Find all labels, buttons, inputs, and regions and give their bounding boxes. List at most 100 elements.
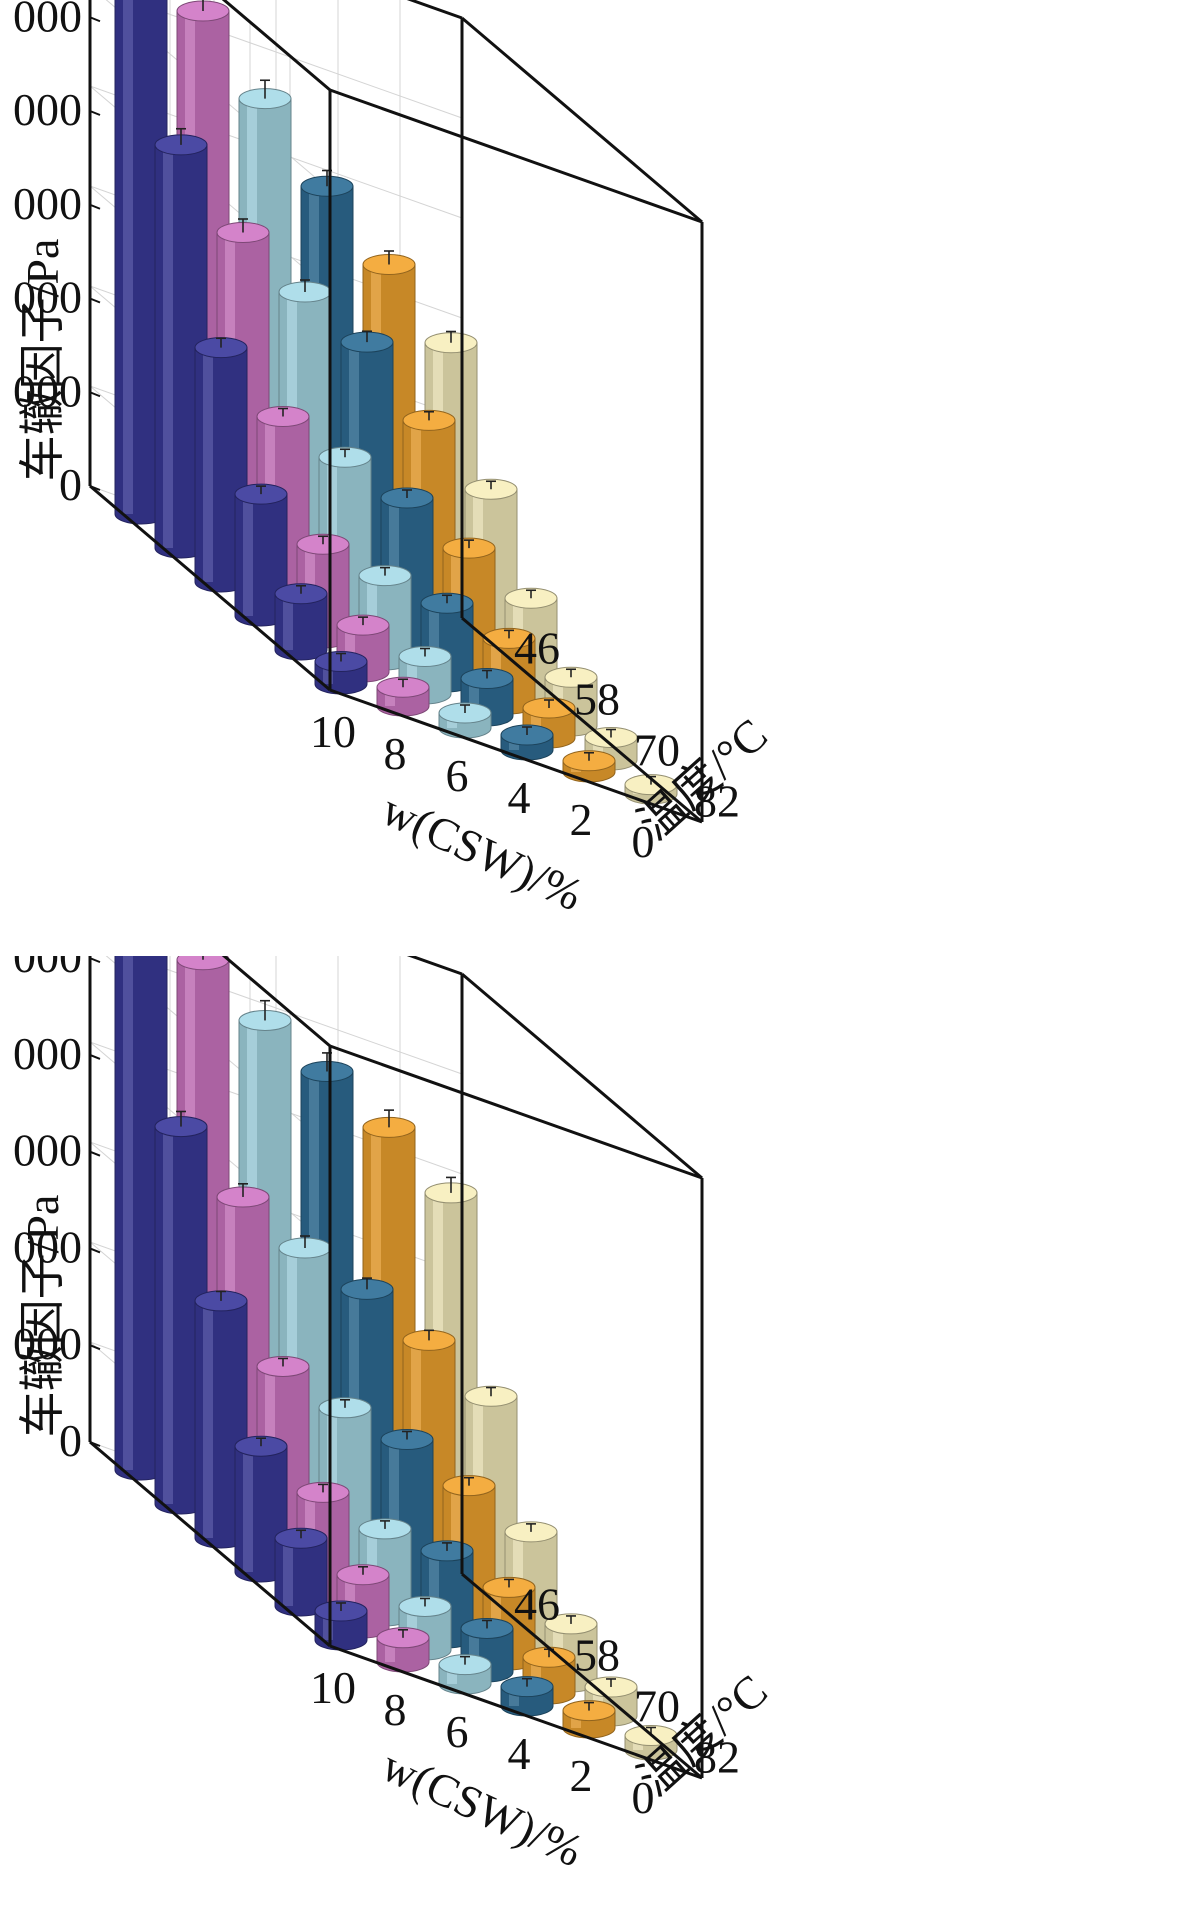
bar-highlight (531, 708, 541, 738)
temp-tick-label: 46 (514, 623, 560, 674)
z-axis-title: 车辙因子/Pa (17, 1195, 68, 1438)
bar (500, 1676, 554, 1717)
bar-top (234, 1435, 288, 1457)
bar-highlight (509, 1686, 519, 1706)
bar-highlight (283, 593, 293, 650)
axis-line (461, 972, 703, 1180)
z-tick (89, 1053, 101, 1060)
z-tick (89, 110, 101, 116)
bar-highlight (447, 1664, 457, 1684)
bar-highlight (429, 603, 439, 682)
bar-highlight (345, 625, 355, 672)
z-tick-label: 15 000 (0, 178, 82, 229)
axis-line (461, 1572, 703, 1780)
bar (376, 1627, 430, 1673)
bar (274, 1527, 328, 1617)
bar (314, 651, 368, 695)
bar-highlight (163, 1126, 173, 1504)
axis-line (329, 88, 703, 224)
bar-top (398, 1595, 452, 1617)
temp-tick-label: 70 (634, 725, 680, 776)
bar-highlight (385, 1637, 395, 1662)
z-tick (89, 16, 101, 23)
bar-highlight (123, 0, 133, 514)
z-tick-label: 40 000 (0, 1028, 82, 1079)
bar-top (314, 1600, 368, 1622)
bar-highlight (123, 956, 133, 1470)
z-tick-label: 10 000 (0, 1318, 82, 1369)
temp-tick-label: 70 (634, 1681, 680, 1732)
bar-highlight (385, 687, 395, 706)
bar-highlight (243, 1446, 253, 1572)
bar (438, 1654, 492, 1695)
z-tick (89, 203, 101, 210)
z-tick-label: 20 000 (0, 84, 82, 135)
z-tick-label: 25 000 (0, 0, 82, 41)
axis-line (461, 616, 703, 824)
axis-line (461, 16, 703, 224)
axis-line (329, 1044, 703, 1180)
x-tick-label: 6 (446, 1706, 469, 1757)
axis-box (88, 0, 704, 824)
z-tick (89, 1247, 101, 1254)
axis-line (221, 956, 331, 1048)
x-tick-label: 10 (310, 1662, 356, 1713)
bar (314, 1600, 368, 1651)
z-tick (89, 1344, 101, 1351)
bar (234, 1435, 288, 1583)
bars (114, 956, 678, 1761)
bar-highlight (323, 1610, 333, 1640)
bar (562, 750, 616, 783)
z-tick (89, 1150, 101, 1157)
bar-top (544, 1613, 598, 1635)
bar-highlight (283, 1538, 293, 1606)
bar (154, 1110, 208, 1515)
z-tick (89, 391, 101, 398)
x-tick-label: 4 (508, 1728, 531, 1779)
bar-top (460, 1617, 514, 1639)
x-tick-label: 0 (632, 816, 655, 867)
z-tick-label: 10 000 (0, 272, 82, 323)
x-tick-label: 8 (384, 728, 407, 779)
bar (376, 676, 430, 717)
temp-tick-label: 82 (694, 1732, 740, 1783)
bar-highlight (469, 1628, 479, 1672)
bar-highlight (163, 144, 173, 548)
z-tick-label: 0 (59, 459, 82, 510)
z-tick (89, 1441, 101, 1447)
temp-tick-label: 58 (574, 674, 620, 725)
bar (154, 127, 208, 559)
axis-box (88, 956, 704, 1780)
x-tick-label: 10 (310, 706, 356, 757)
x-tick-label: 0 (632, 1772, 655, 1823)
chart-panel-b: 010 00020 00030 00040 00050 00060 000108… (0, 956, 1181, 1912)
plot-1: 010 00020 00030 00040 00050 00060 000108… (0, 956, 777, 1876)
z-tick-label: 0 (59, 1415, 82, 1466)
x-tick-label: 2 (570, 794, 593, 845)
bar-highlight (469, 678, 479, 716)
axis-line (221, 0, 331, 92)
bar-top (584, 1676, 638, 1698)
x-axis-title: w(CSW)/% (375, 1739, 591, 1876)
x-tick-label: 6 (446, 750, 469, 801)
bar-highlight (593, 737, 603, 760)
axis-line (89, 484, 331, 692)
bar-top (482, 1576, 536, 1598)
bar-highlight (429, 1550, 439, 1638)
chart-b-svg: 010 00020 00030 00040 00050 00060 000108… (0, 956, 777, 1876)
axis-line (329, 688, 703, 824)
z-tick-label: 30 000 (0, 1125, 82, 1176)
z-tick-label: 50 000 (0, 956, 82, 982)
z-axis-title: 车辙因子/Pa (17, 239, 68, 482)
temp-tick-label: 58 (574, 1630, 620, 1681)
bar (194, 337, 248, 593)
bar-highlight (323, 661, 333, 684)
x-tick-label: 8 (384, 1684, 407, 1735)
bars (114, 0, 678, 805)
z-tick (89, 297, 101, 304)
bar-top (380, 1428, 434, 1450)
z-tick-label: 5 000 (0, 365, 82, 416)
